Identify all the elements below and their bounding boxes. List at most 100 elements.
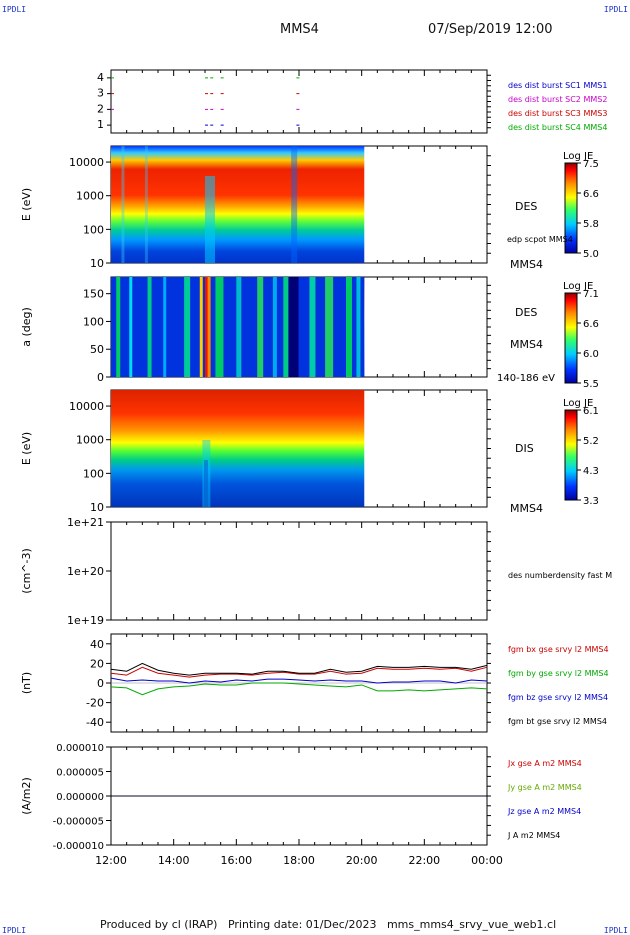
instrument-label-des-pitch: DES — [515, 306, 537, 319]
y-tick-label: 1000 — [76, 190, 104, 203]
x-tick-label: 16:00 — [220, 854, 252, 867]
y-axis-label: E (eV) — [20, 188, 33, 221]
spectro-feature — [291, 146, 298, 263]
pitch-column — [356, 277, 361, 377]
series-line-2 — [110, 682, 488, 696]
pitch-column — [236, 277, 242, 377]
legend-b-1: fgm bx gse srvy l2 MMS4 — [508, 645, 609, 654]
y-tick-label: 4 — [97, 71, 104, 84]
legend-density: des numberdensity fast M — [508, 571, 612, 580]
legend-burst-mms4: des dist burst SC4 MMS4 — [508, 123, 607, 132]
colorbar-tick-label: 3.3 — [583, 496, 599, 507]
x-tick-label: 18:00 — [283, 854, 315, 867]
corner-label-top-right: IPDLI — [603, 5, 628, 14]
y-tick-label: -0.000005 — [53, 817, 104, 828]
colorbar-tick-label: 6.6 — [583, 189, 599, 200]
corner-label-bottom-right: IPDLI — [603, 926, 628, 935]
colorbar-tick-label: 6.0 — [583, 349, 599, 360]
legend-j-1: Jx gse A m2 MMS4 — [507, 759, 582, 768]
y-tick-label: 1e+21 — [67, 516, 104, 529]
y-tick-label: 0.000010 — [56, 743, 104, 754]
legend-j-2: Jy gse A m2 MMS4 — [507, 783, 582, 792]
pitch-column — [309, 277, 316, 377]
y-tick-label: 10 — [90, 257, 104, 270]
footer-credit: Produced by cl (IRAP) Printing date: 01/… — [100, 918, 557, 931]
colorbar-label: Log JE — [563, 151, 593, 162]
pitch-column — [147, 277, 152, 377]
pitch-column — [283, 277, 289, 377]
y-tick-label: 150 — [83, 288, 104, 301]
y-tick-label: 1 — [97, 118, 104, 131]
pitch-column — [116, 277, 121, 377]
y-tick-label: -20 — [86, 697, 104, 710]
y-tick-label: 100 — [83, 315, 104, 328]
energy-band-label: 140-186 eV — [497, 373, 555, 384]
y-tick-label: 0.000000 — [56, 792, 104, 803]
colorbar-tick-label: 6.1 — [583, 406, 599, 417]
y-axis-label: (A/m2) — [20, 777, 33, 815]
colorbar-label: Log JE — [563, 398, 593, 409]
y-tick-label: 1e+19 — [67, 614, 104, 627]
x-tick-label: 12:00 — [95, 854, 127, 867]
y-tick-label: 0 — [97, 677, 104, 690]
spectro-feature — [121, 146, 125, 263]
pitch-column — [257, 277, 264, 377]
pitch-column — [199, 277, 203, 377]
pitch-column — [288, 277, 299, 377]
datetime-title: 07/Sep/2019 12:00 — [428, 22, 553, 37]
spectro-feature — [203, 460, 208, 507]
x-tick-label: 22:00 — [408, 854, 440, 867]
pitch-column — [346, 277, 352, 377]
plot-canvas: 1 2 3 4 des dist burst SC1 MMS1 des dist burs… — [20, 69, 612, 867]
y-axis-label: a (deg) — [20, 307, 33, 347]
colorbar-tick-label: 4.3 — [583, 466, 599, 477]
legend-b-2: fgm by gse srvy l2 MMS4 — [508, 669, 609, 678]
pitch-column — [163, 277, 167, 377]
annotation-scpot: edp scpot MMS4 — [507, 235, 573, 244]
spacecraft-label-dis: MMS4 — [510, 502, 543, 515]
colorbar-label: Log JE — [563, 281, 593, 292]
legend-j-4: J A m2 MMS4 — [507, 831, 560, 840]
panel-frame-5 — [110, 521, 488, 621]
pitch-column — [272, 277, 277, 377]
x-tick-label: 20:00 — [346, 854, 378, 867]
y-tick-label: 20 — [90, 657, 104, 670]
y-tick-label: 40 — [90, 638, 104, 651]
y-tick-label: -0.000010 — [53, 841, 104, 852]
spectro-feature — [205, 176, 215, 263]
colorbar-tick-label: 5.2 — [583, 436, 599, 447]
legend-b-4: fgm bt gse srvy l2 MMS4 — [508, 717, 607, 726]
spacecraft-label-pitch: MMS4 — [510, 338, 543, 351]
y-tick-label: 1000 — [76, 434, 104, 447]
instrument-label-des: DES — [515, 200, 537, 213]
colorbar-tick-label: 5.8 — [583, 219, 599, 230]
spacecraft-label: MMS4 — [510, 258, 543, 271]
pitch-column — [205, 277, 209, 377]
y-axis-label: (cm^-3) — [20, 548, 33, 594]
spectrogram-1 — [111, 146, 365, 263]
spectrogram-3 — [111, 390, 365, 507]
y-tick-label: 1e+20 — [67, 565, 104, 578]
legend-burst-mms2: des dist burst SC2 MMS2 — [508, 95, 607, 104]
pitch-column — [184, 277, 191, 377]
colorbar-tick-label: 6.6 — [583, 319, 599, 330]
y-tick-label: 100 — [83, 223, 104, 236]
colorbar — [564, 292, 578, 384]
y-axis-label: (nT) — [20, 672, 33, 694]
y-tick-label: 10000 — [69, 156, 104, 169]
x-tick-label: 00:00 — [471, 854, 503, 867]
colorbar — [564, 162, 578, 254]
colorbar-tick-label: 5.0 — [583, 249, 599, 260]
corner-label-bottom-left: IPDLI — [2, 926, 27, 935]
colorbar — [564, 409, 578, 501]
series-line-1 — [110, 666, 488, 678]
spectro-feature — [144, 146, 148, 263]
y-tick-label: 0 — [97, 371, 104, 384]
spacecraft-title: MMS4 — [280, 22, 319, 37]
series-line-4 — [110, 662, 488, 676]
y-tick-label: 0.000005 — [56, 768, 104, 779]
instrument-label-dis: DIS — [515, 442, 534, 455]
y-tick-label: 100 — [83, 467, 104, 480]
x-tick-label: 14:00 — [158, 854, 190, 867]
corner-label-top-left: IPDLI — [2, 5, 27, 14]
